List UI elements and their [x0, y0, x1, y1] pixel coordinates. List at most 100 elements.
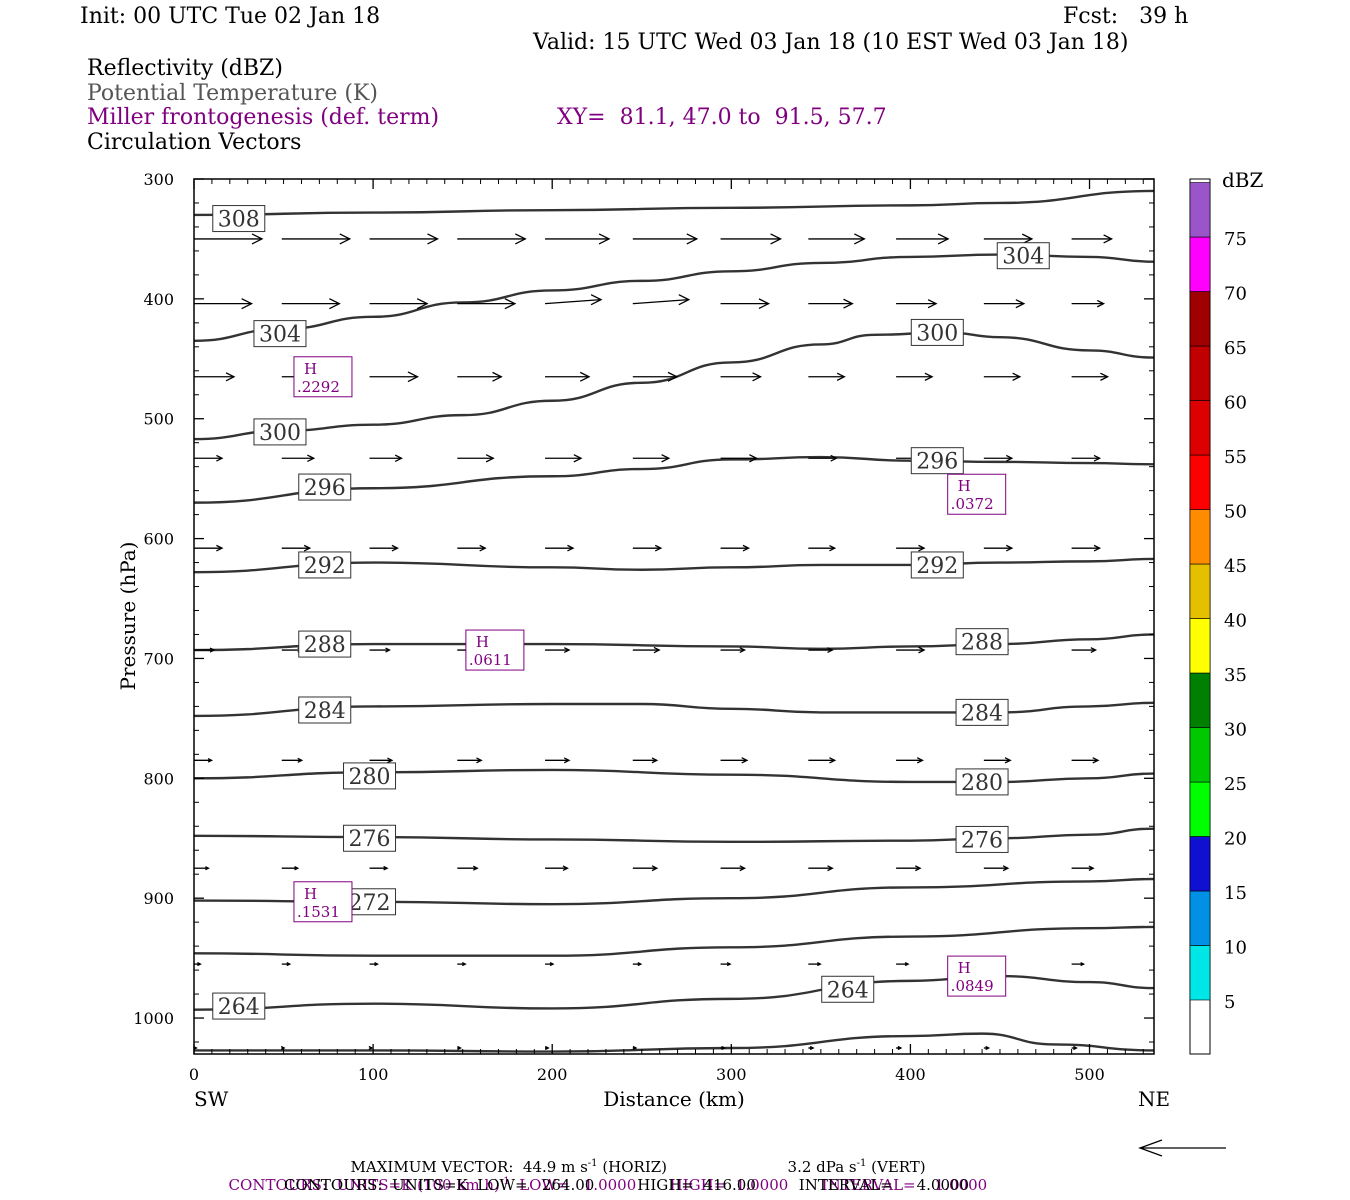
colorbar-swatch — [1189, 945, 1211, 1001]
vector-head — [457, 1045, 462, 1051]
max-vector-vert: 3.2 dPa s-1 (VERT) — [778, 1140, 926, 1176]
frontogenesis-max-label: H — [476, 633, 489, 651]
vector-head — [742, 544, 751, 552]
colorbar-swatch — [1189, 182, 1211, 238]
contour-label: 272 — [349, 891, 391, 916]
colorbar-label: 60 — [1224, 393, 1247, 414]
field-theta: Potential Temperature (K) — [87, 81, 378, 106]
theta-contour-268 — [194, 925, 1154, 957]
colorbar-swatch — [1189, 890, 1211, 946]
vector-head — [653, 646, 661, 654]
contour-label: 288 — [961, 631, 1003, 656]
x-axis-title: Distance (km) — [603, 1087, 745, 1111]
vector-head — [830, 454, 838, 462]
vector-head — [286, 962, 292, 967]
vector-head — [394, 454, 403, 463]
contours-frontogenesis-range: LOW= 1.0000 HIGH= 1.0000 INTERVAL= 1.000… — [519, 1176, 988, 1194]
vector-head — [817, 962, 822, 967]
unit-exponent: -1 — [587, 1158, 598, 1169]
vector-head — [251, 233, 264, 245]
frontogenesis-max-box — [293, 356, 353, 398]
contour-label-box — [298, 473, 352, 501]
unit-exponent: -1 — [499, 1176, 510, 1187]
vector-head — [562, 865, 569, 872]
circulation-vector — [544, 299, 602, 305]
vector-head — [280, 1045, 286, 1051]
vector-head — [904, 962, 910, 967]
contour-label: 292 — [304, 554, 346, 579]
colorbar-swatch — [1189, 345, 1211, 401]
contour-label-box — [343, 762, 397, 790]
frontogenesis-max-value: .1531 — [297, 903, 340, 921]
colorbar-swatch — [1189, 291, 1211, 347]
y-tick-label: 600 — [143, 530, 174, 549]
vector-head — [661, 454, 671, 463]
contour-label-box — [910, 551, 964, 579]
circulation-vector — [632, 299, 689, 305]
theta-contour-284 — [194, 701, 1154, 718]
vector-head — [427, 233, 439, 245]
vector-head — [563, 647, 571, 654]
vector-head — [307, 454, 316, 463]
contour-label: 308 — [218, 208, 260, 233]
vector-head — [374, 962, 379, 967]
vector-head — [303, 544, 312, 552]
y-tick-label: 1000 — [133, 1009, 174, 1028]
vector-head — [809, 1045, 815, 1051]
vector-head — [514, 233, 527, 245]
colorbar-label: 35 — [1224, 665, 1247, 686]
vector-head — [241, 298, 254, 310]
field-frontogenesis: Miller frontogenesis (def. term) — [87, 105, 440, 130]
vector-head — [368, 1045, 374, 1051]
y-tick-label: 500 — [143, 410, 174, 429]
vector-head — [205, 866, 210, 871]
vector-head — [632, 1045, 638, 1051]
colorbar-label: 20 — [1224, 829, 1247, 850]
vector-head — [654, 544, 663, 552]
vector-head — [197, 962, 202, 967]
theta-contour-292 — [194, 557, 1154, 574]
theta-contour-308 — [194, 189, 1154, 217]
contour-label-box — [343, 824, 397, 852]
x-tick-label: 200 — [537, 1065, 568, 1084]
vector-head — [916, 757, 924, 764]
field-vectors: Circulation Vectors — [87, 130, 302, 155]
unit-exponent: -1 — [856, 1158, 867, 1169]
y-tick-label: 800 — [143, 769, 174, 788]
x-tick-label: 100 — [358, 1065, 389, 1084]
frontogenesis-max-value: .0849 — [951, 977, 994, 995]
contour-label: 300 — [916, 321, 958, 346]
colorbar-label: 50 — [1224, 502, 1247, 523]
contour-label-box — [298, 551, 352, 579]
vector-head — [739, 865, 747, 872]
contour-label-box — [298, 630, 352, 658]
contour-label-box — [955, 825, 1009, 853]
vector-head — [739, 647, 747, 654]
y-tick-label: 700 — [143, 649, 174, 668]
vector-head — [563, 757, 571, 764]
x-tick-label: 300 — [716, 1065, 747, 1084]
contour-label-box — [253, 320, 307, 348]
vector-head — [416, 298, 429, 310]
theta-contour-280 — [194, 768, 1154, 784]
colorbar-swatch — [1189, 836, 1211, 892]
colorbar-swatch — [1189, 781, 1211, 837]
vector-head — [752, 372, 763, 382]
colorbar-swatch — [1189, 400, 1211, 456]
vector-head — [829, 757, 837, 764]
max-vector-vert-value: 3.2 dPa s — [787, 1158, 857, 1176]
contour-label: 276 — [349, 827, 391, 852]
vector-head — [1080, 962, 1086, 967]
contour-label-box — [910, 318, 964, 346]
vector-head — [461, 962, 467, 967]
theta-contour-276 — [194, 827, 1154, 844]
vector-head — [544, 1045, 550, 1051]
colorbar-label: 15 — [1224, 883, 1247, 904]
vector-head — [924, 372, 934, 381]
contour-label-box — [212, 205, 266, 233]
cross-section-endpoints: XY= 81.1, 47.0 to 91.5, 57.7 — [557, 105, 887, 130]
vector-head — [549, 962, 555, 967]
vector-head — [749, 454, 759, 463]
contours-theta-info: CONTOURS: UNITS=K LOW= 264.00 HIGH= 416.… — [284, 1176, 970, 1194]
